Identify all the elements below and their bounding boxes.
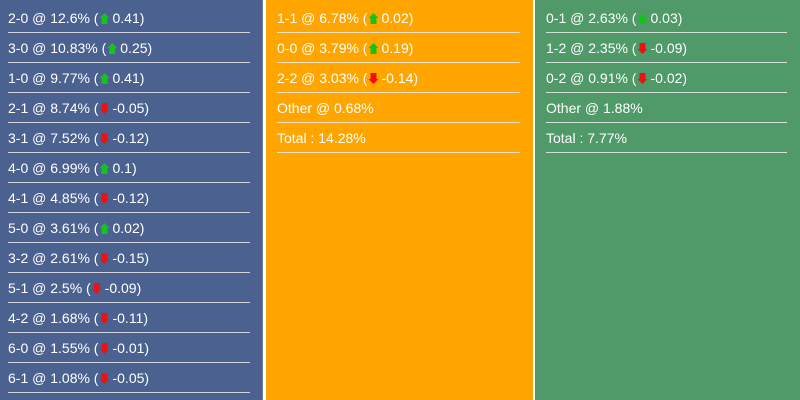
odds-change: -0.09)	[650, 40, 688, 56]
arrow-up-icon	[99, 163, 110, 174]
arrow-up-icon	[99, 223, 110, 234]
total-row: Total : 14.28%	[277, 123, 520, 153]
score-row: 0-0 @ 3.79% ( 0.19)	[277, 33, 520, 63]
score-probability: 5-1 @ 2.5% (	[8, 280, 91, 296]
arrow-down-icon	[99, 253, 110, 264]
score-row: 4-0 @ 6.99% ( 0.1)	[8, 153, 250, 183]
score-row: 4-2 @ 1.68% ( -0.11)	[8, 303, 250, 333]
odds-change: -0.05)	[112, 100, 150, 116]
arrow-up-icon	[99, 73, 110, 84]
arrow-down-icon	[99, 103, 110, 114]
home-win-column: 2-0 @ 12.6% ( 0.41) 3-0 @ 10.83% ( 0.25) 1-0…	[0, 0, 263, 400]
score-probability: 3-1 @ 7.52% (	[8, 130, 99, 146]
score-row: 6-0 @ 1.55% ( -0.01)	[8, 333, 250, 363]
draw-column: 1-1 @ 6.78% ( 0.02) 0-0 @ 3.79% ( 0.19) 2-2 …	[266, 0, 533, 400]
arrow-up-icon	[368, 13, 379, 24]
score-row: 1-0 @ 9.77% ( 0.41)	[8, 63, 250, 93]
odds-change: -0.15)	[112, 250, 150, 266]
score-probability: 1-2 @ 2.35% (	[546, 40, 637, 56]
arrow-up-icon	[368, 43, 379, 54]
score-probability: 4-2 @ 1.68% (	[8, 310, 99, 326]
score-probability: 2-0 @ 12.6% (	[8, 10, 99, 26]
total-row: Total : 7.77%	[546, 123, 787, 153]
odds-change: 0.02)	[112, 220, 145, 236]
score-probability: 2-1 @ 8.74% (	[8, 100, 99, 116]
score-row: 5-1 @ 2.5% ( -0.09)	[8, 273, 250, 303]
score-probability: 4-1 @ 4.85% (	[8, 190, 99, 206]
odds-change: -0.12)	[112, 130, 150, 146]
arrow-down-icon	[91, 283, 102, 294]
score-probability: 1-0 @ 9.77% (	[8, 70, 99, 86]
odds-change: 0.19)	[381, 40, 414, 56]
score-probability: 4-0 @ 6.99% (	[8, 160, 99, 176]
arrow-down-icon	[368, 73, 379, 84]
score-probability: 5-0 @ 3.61% (	[8, 220, 99, 236]
score-row: 2-0 @ 12.6% ( 0.41)	[8, 3, 250, 33]
arrow-down-icon	[99, 343, 110, 354]
arrow-up-icon	[99, 13, 110, 24]
odds-change: 0.03)	[650, 10, 683, 26]
score-probability: 0-2 @ 0.91% (	[546, 70, 637, 86]
odds-change: 0.1)	[112, 160, 137, 176]
score-row: 0-1 @ 2.63% ( 0.03)	[546, 3, 787, 33]
score-row: 1-1 @ 6.78% ( 0.02)	[277, 3, 520, 33]
score-probability: 3-2 @ 2.61% (	[8, 250, 99, 266]
score-probability: 3-0 @ 10.83% (	[8, 40, 107, 56]
odds-change: 0.25)	[120, 40, 153, 56]
odds-change: 0.41)	[112, 10, 145, 26]
odds-change: 0.02)	[381, 10, 414, 26]
away-win-column: 0-1 @ 2.63% ( 0.03) 1-2 @ 2.35% ( -0.09) 0-2…	[535, 0, 800, 400]
score-probability: 0-0 @ 3.79% (	[277, 40, 368, 56]
score-probability: 0-1 @ 2.63% (	[546, 10, 637, 26]
score-row: 6-1 @ 1.08% ( -0.05)	[8, 363, 250, 393]
score-row: 3-1 @ 7.52% ( -0.12)	[8, 123, 250, 153]
odds-change: -0.11)	[112, 310, 149, 326]
odds-change: -0.09)	[104, 280, 142, 296]
odds-change: -0.12)	[112, 190, 150, 206]
arrow-down-icon	[637, 73, 648, 84]
score-row: 0-2 @ 0.91% ( -0.02)	[546, 63, 787, 93]
other-row: Other @ 0.68%	[277, 93, 520, 123]
arrow-up-icon	[637, 13, 648, 24]
odds-change: 0.41)	[112, 70, 145, 86]
arrow-down-icon	[637, 43, 648, 54]
score-row: 3-2 @ 2.61% ( -0.15)	[8, 243, 250, 273]
score-probability: 6-1 @ 1.08% (	[8, 370, 99, 386]
arrow-up-icon	[107, 43, 118, 54]
score-probability: 2-2 @ 3.03% (	[277, 70, 368, 86]
score-row: 1-2 @ 2.35% ( -0.09)	[546, 33, 787, 63]
score-row: 3-0 @ 10.83% ( 0.25)	[8, 33, 250, 63]
odds-change: -0.01)	[112, 340, 150, 356]
arrow-down-icon	[99, 193, 110, 204]
score-row: 5-0 @ 3.61% ( 0.02)	[8, 213, 250, 243]
arrow-down-icon	[99, 373, 110, 384]
arrow-down-icon	[99, 313, 110, 324]
arrow-down-icon	[99, 133, 110, 144]
score-row: 2-1 @ 8.74% ( -0.05)	[8, 93, 250, 123]
score-row: 2-2 @ 3.03% ( -0.14)	[277, 63, 520, 93]
odds-change: -0.02)	[650, 70, 688, 86]
score-row: 4-1 @ 4.85% ( -0.12)	[8, 183, 250, 213]
odds-change: -0.05)	[112, 370, 150, 386]
odds-change: -0.14)	[381, 70, 419, 86]
score-probability: 1-1 @ 6.78% (	[277, 10, 368, 26]
other-row: Other @ 1.88%	[546, 93, 787, 123]
score-probability: 6-0 @ 1.55% (	[8, 340, 99, 356]
